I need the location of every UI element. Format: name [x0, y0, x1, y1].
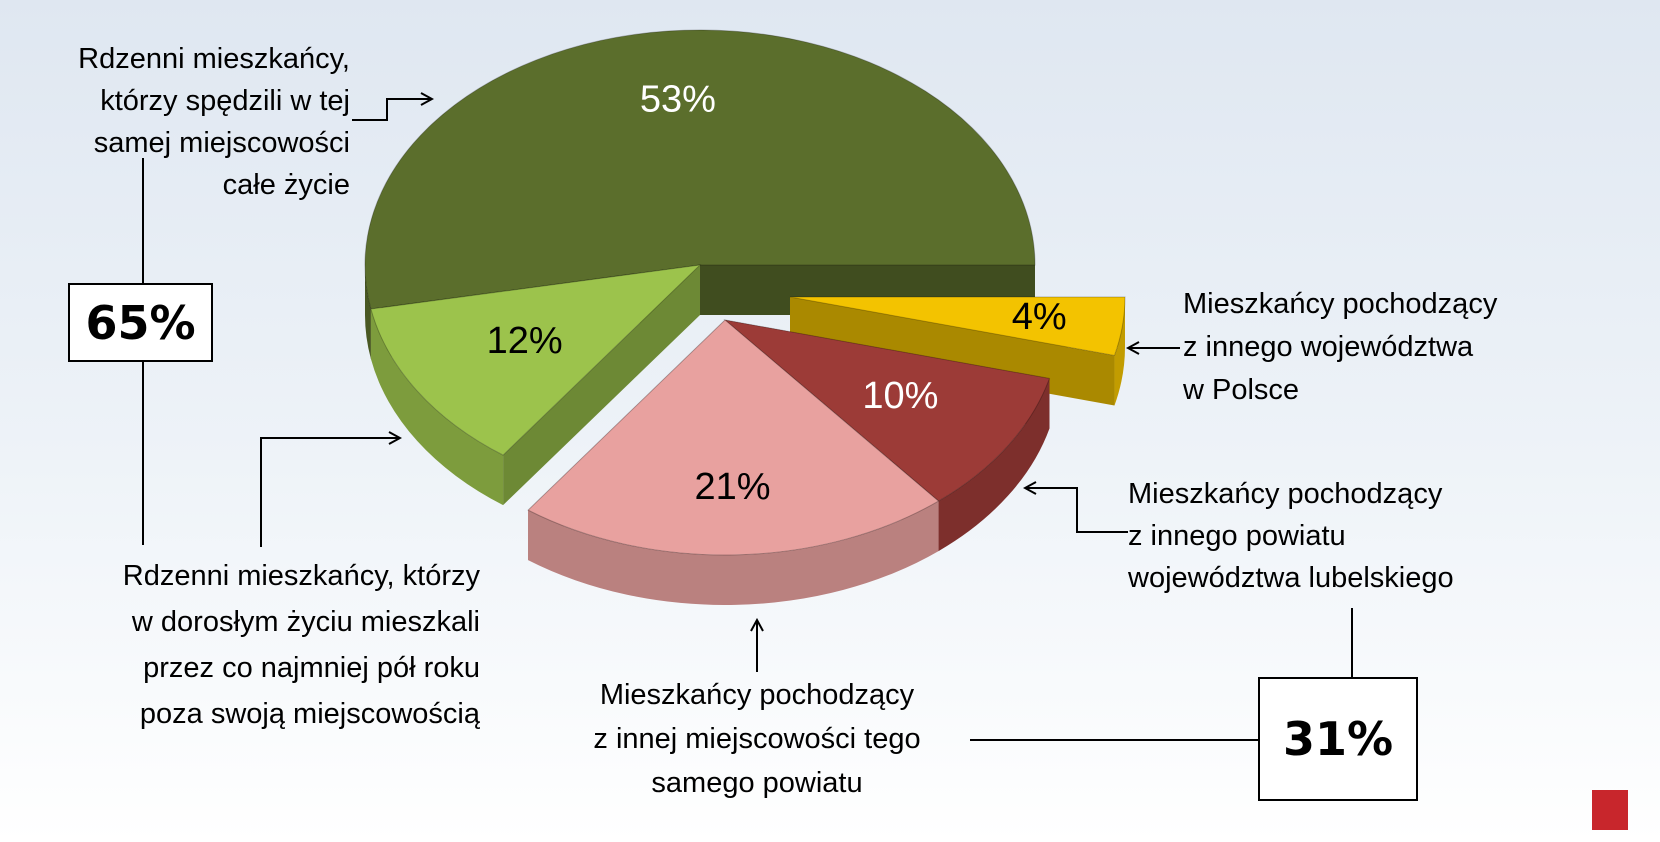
- slice: [527, 319, 940, 556]
- slice-side: [370, 309, 504, 506]
- data-label: 53%: [640, 78, 716, 120]
- pie: 53% 12% 21% 10% 4%: [364, 29, 1126, 605]
- slice: [723, 319, 1051, 502]
- category-label: Mieszkańcy pochodzący z innej miejscowoś…: [593, 679, 921, 799]
- data-label: 10%: [862, 375, 938, 417]
- slice-side: [365, 265, 371, 360]
- slice-side: [1114, 297, 1125, 406]
- connector: [970, 608, 1353, 741]
- logo: [1592, 790, 1628, 830]
- category-label: Mieszkańcy pochodzący z innego powiatu w…: [1128, 478, 1454, 594]
- slice: [370, 264, 702, 456]
- connector: [352, 99, 432, 121]
- slice: [364, 29, 1036, 310]
- connector: [1025, 488, 1128, 533]
- data-label: 21%: [695, 466, 771, 508]
- category-label: Rdzenni mieszkańcy, którzy w dorosłym ży…: [122, 560, 480, 730]
- data-label: 4%: [1012, 296, 1067, 338]
- slice-side: [528, 501, 939, 605]
- connectors: [142, 99, 1353, 741]
- category-label: Mieszkańcy pochodzący z innego województ…: [1183, 288, 1498, 406]
- group-total: 31%: [1258, 677, 1418, 801]
- slice-side: [938, 378, 1050, 552]
- group-total: 65%: [68, 283, 213, 362]
- category-label: Rdzenni mieszkańcy, którzy spędzili w te…: [78, 43, 350, 201]
- slice-side: [503, 265, 700, 506]
- data-label: 12%: [487, 320, 563, 362]
- connector: [260, 438, 400, 547]
- slice: [789, 296, 1126, 357]
